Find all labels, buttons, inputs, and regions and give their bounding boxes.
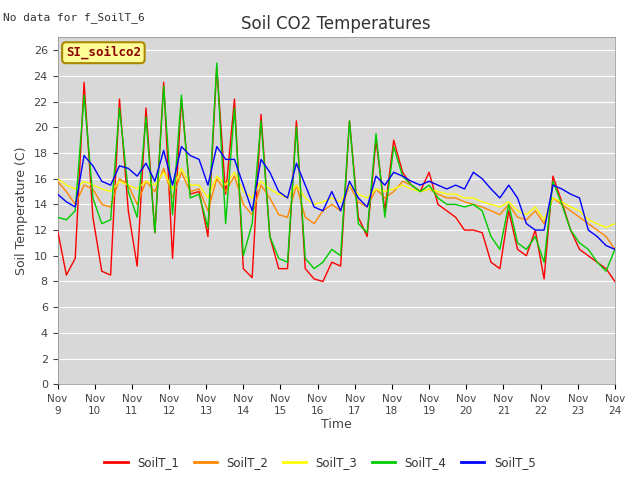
Text: No data for f_SoilT_6: No data for f_SoilT_6 [3, 12, 145, 23]
Y-axis label: Soil Temperature (C): Soil Temperature (C) [15, 146, 28, 275]
X-axis label: Time: Time [321, 419, 351, 432]
Title: Soil CO2 Temperatures: Soil CO2 Temperatures [241, 15, 431, 33]
Legend: SoilT_1, SoilT_2, SoilT_3, SoilT_4, SoilT_5: SoilT_1, SoilT_2, SoilT_3, SoilT_4, Soil… [100, 452, 540, 474]
Text: SI_soilco2: SI_soilco2 [66, 46, 141, 60]
